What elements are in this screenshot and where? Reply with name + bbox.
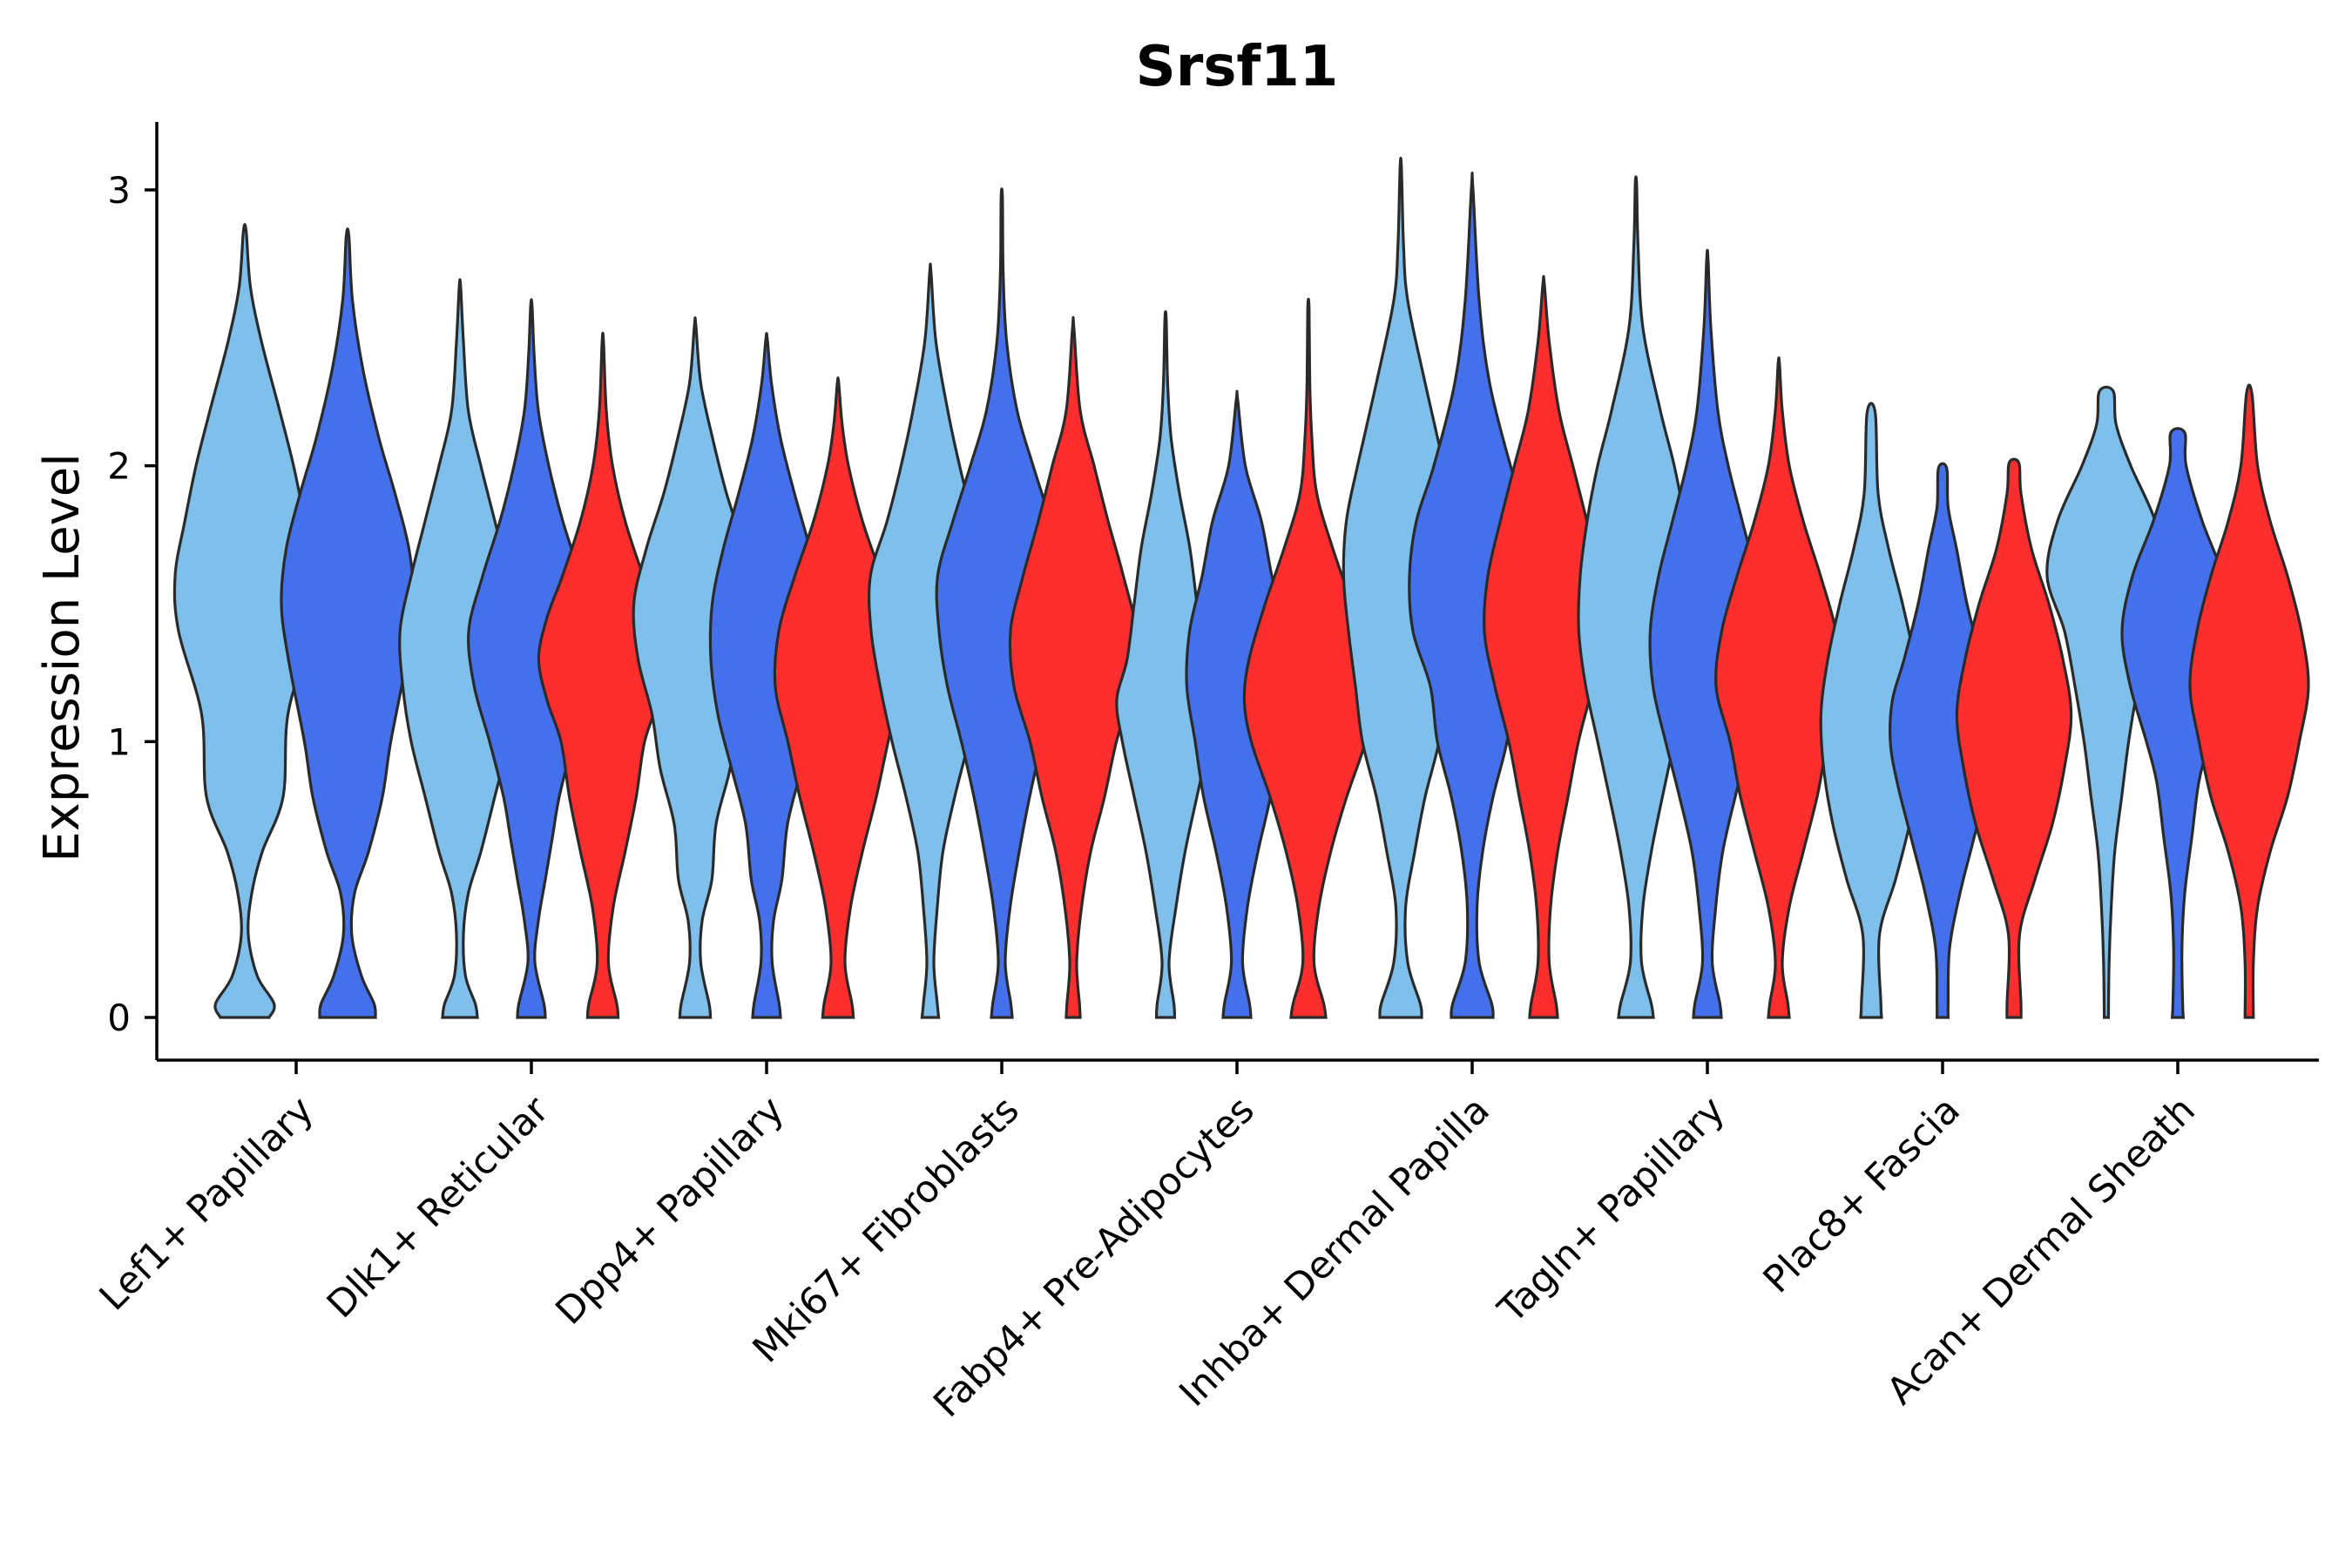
x-tick-label-tagln-papillary: Tagln+ Papillary	[1490, 1088, 1734, 1332]
violin-dpp4-papillary-1	[632, 316, 759, 1019]
violin-tagln-papillary-1	[1577, 175, 1695, 1019]
violin-dpp4-papillary-2	[708, 332, 825, 1019]
violin-mki67-fibroblasts-1	[867, 262, 994, 1019]
x-tick-label-lef1-papillary: Lef1+ Papillary	[91, 1088, 322, 1319]
y-tick-label-2: 2	[107, 445, 131, 488]
x-tick-label-dlk1-reticular: Dlk1+ Reticular	[319, 1088, 558, 1327]
violin-lef1-papillary-1	[172, 222, 317, 1019]
violin-fabp4-pre-adipocytes-3	[1242, 297, 1375, 1019]
x-tick-label-dpp4-papillary: Dpp4+ Papillary	[548, 1088, 793, 1333]
violin-plac8-fascia-3	[1955, 457, 2073, 1019]
violins-layer	[172, 157, 2310, 1019]
violin-inhba-dermal-papilla-3	[1483, 274, 1605, 1019]
violin-fabp4-pre-adipocytes-2	[1185, 389, 1289, 1019]
violin-mki67-fibroblasts-2	[935, 187, 1069, 1019]
x-tick-label-plac8-fascia: Plac8+ Fascia	[1755, 1088, 1969, 1301]
violin-mki67-fibroblasts-3	[1008, 315, 1139, 1019]
y-tick-label-0: 0	[107, 997, 131, 1039]
violin-lef1-papillary-2	[280, 227, 416, 1019]
violin-acan-dermal-sheath-2	[2120, 427, 2235, 1019]
violin-tagln-papillary-2	[1648, 248, 1767, 1019]
violin-tagln-papillary-3	[1714, 356, 1843, 1019]
violin-inhba-dermal-papilla-1	[1342, 157, 1460, 1019]
violin-fabp4-pre-adipocytes-1	[1115, 310, 1216, 1019]
violin-dlk1-reticular-3	[537, 331, 669, 1019]
violin-dlk1-reticular-2	[467, 298, 596, 1019]
violin-inhba-dermal-papilla-2	[1408, 171, 1537, 1019]
x-tick-label-mki67-fibroblasts: Mki67+ Fibroblasts	[745, 1088, 1028, 1371]
y-tick-label-1: 1	[107, 720, 131, 763]
violin-plac8-fascia-2	[1889, 462, 1997, 1019]
violin-dlk1-reticular-1	[398, 278, 522, 1019]
violin-acan-dermal-sheath-1	[2045, 385, 2167, 1019]
y-axis-label: Expression Level	[34, 453, 91, 862]
y-tick-label-3: 3	[107, 169, 131, 212]
violin-acan-dermal-sheath-3	[2188, 383, 2310, 1019]
violin-dpp4-papillary-3	[773, 376, 903, 1019]
chart-title: Srsf11	[1136, 35, 1339, 99]
